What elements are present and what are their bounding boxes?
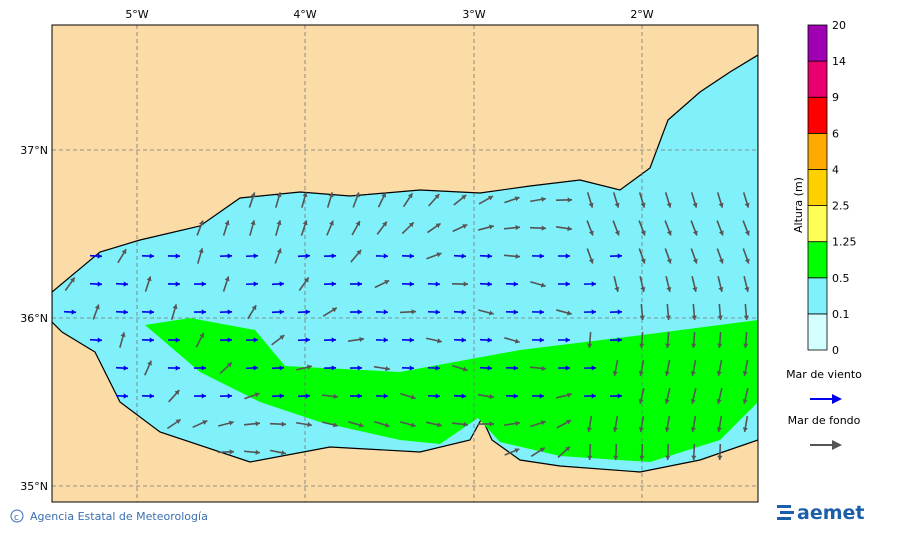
map [52,25,758,502]
colorbar-segment [808,278,827,314]
lon-label: 3°W [462,8,485,21]
colorbar: 0 0.1 0.5 1.25 2.5 4 6 9 14 20 [808,19,857,357]
colorbar-label: 20 [832,19,846,32]
colorbar-label: 6 [832,127,839,140]
lat-label: 35°N [20,480,48,493]
colorbar-segment [808,206,827,242]
colorbar-label: 14 [832,55,846,68]
colorbar-label: 9 [832,91,839,104]
legend: Mar de viento Mar de fondo [786,368,862,450]
lon-label: 5°W [125,8,148,21]
colorbar-title: Altura (m) [792,177,805,233]
lat-labels: 37°N 36°N 35°N [20,144,48,493]
colorbar-label: 2.5 [832,200,850,213]
colorbar-segment [808,133,827,169]
copyright-symbol: c [14,513,19,523]
colorbar-label: 1.25 [832,236,857,249]
colorbar-segment [808,25,827,61]
colorbar-segment [808,242,827,278]
lon-label: 2°W [630,8,653,21]
lon-label: 4°W [293,8,316,21]
colorbar-label: 0 [832,344,839,357]
lat-label: 37°N [20,144,48,157]
colorbar-segment [808,61,827,97]
lat-label: 36°N [20,312,48,325]
legend-label: Mar de viento [786,368,862,381]
colorbar-label: 4 [832,163,839,176]
legend-arrowhead [832,440,842,450]
colorbar-label: 0.1 [832,308,850,321]
colorbar-segment [808,169,827,205]
credit: Agencia Estatal de Meteorología [30,510,208,523]
logo: aemet [797,502,864,524]
legend-label: Mar de fondo [788,414,861,427]
legend-arrowhead [832,394,842,404]
colorbar-segment [808,97,827,133]
colorbar-segment [808,314,827,350]
logo-mark [777,505,794,520]
lon-labels: 5°W 4°W 3°W 2°W [125,8,653,21]
colorbar-label: 0.5 [832,272,850,285]
